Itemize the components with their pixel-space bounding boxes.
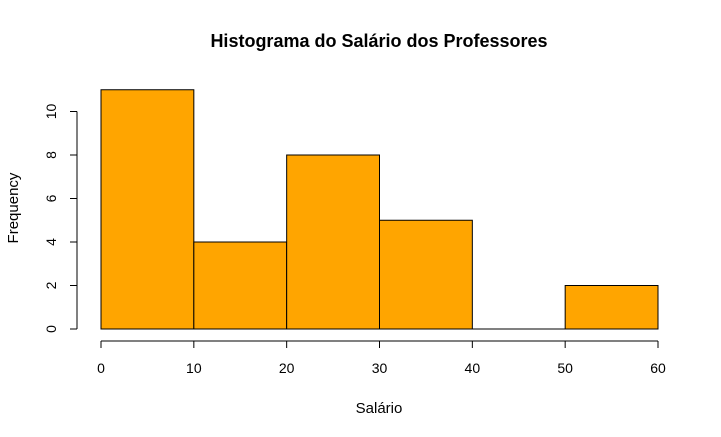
bars-group: [100, 89, 659, 330]
x-tick-label: 40: [465, 360, 481, 376]
histogram-bar: [564, 285, 659, 330]
histogram-bar: [100, 89, 195, 330]
y-tick-label: 2: [43, 281, 59, 289]
chart-title: Histograma do Salário dos Professores: [210, 31, 547, 51]
y-axis: 0 2 4 6 8 10: [43, 104, 78, 333]
x-tick-label: 20: [279, 360, 295, 376]
histogram-bar: [379, 219, 473, 330]
y-tick-label: 0: [43, 325, 59, 333]
y-tick-label: 8: [43, 151, 59, 159]
histogram-bar: [286, 154, 380, 330]
y-axis-label: Frequency: [5, 172, 22, 243]
x-axis-label: Salário: [356, 400, 403, 417]
histogram-bar: [193, 241, 288, 330]
y-tick-label: 4: [43, 238, 59, 246]
y-tick-label: 6: [43, 194, 59, 202]
x-tick-label: 60: [650, 360, 666, 376]
x-tick-label: 0: [97, 360, 105, 376]
x-axis: 0 10 20 30 40 50 60: [97, 340, 666, 376]
x-tick-label: 30: [372, 360, 388, 376]
x-tick-label: 10: [186, 360, 202, 376]
x-tick-label: 50: [557, 360, 573, 376]
y-tick-label: 10: [43, 104, 59, 120]
